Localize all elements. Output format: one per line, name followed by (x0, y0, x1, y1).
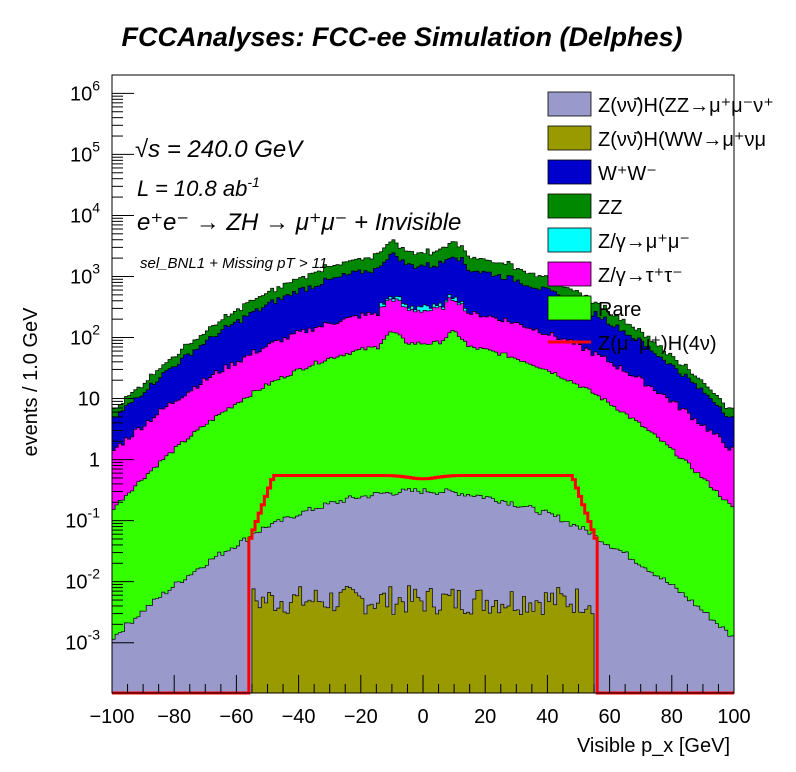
sqrt-symbol: √s = (135, 136, 188, 163)
legend-label: Z(μ⁻μ⁺)H(4ν) (598, 333, 717, 355)
legend-label: Z(νν̄)H(ZZ→μ⁺μ⁻ν⁺ (598, 95, 774, 117)
x-tick-label: 100 (717, 706, 750, 728)
chart-title: FCCAnalyses: FCC-ee Simulation (Delphes) (121, 22, 682, 52)
x-tick-label: 80 (661, 706, 683, 728)
legend-swatch (547, 193, 592, 219)
y-tick-label: 10 (78, 389, 100, 411)
selection-label: sel_BNL1 + Missing pT > 11 (140, 255, 327, 272)
legend-label: Z/γ→τ⁺τ⁻ (598, 265, 683, 287)
y-tick-base: 10 (70, 144, 92, 166)
y-tick-label: 106 (70, 77, 100, 105)
x-tick-label: 40 (536, 706, 558, 728)
sqrt-s-value: 240.0 GeV (187, 136, 305, 163)
luminosity-exponent: -1 (247, 174, 259, 190)
legend-swatch (547, 295, 592, 321)
y-tick-label: 10-3 (65, 627, 100, 655)
x-tick-label: −80 (157, 706, 191, 728)
x-axis-label: Visible p_x [GeV] (577, 735, 730, 757)
legend-swatch (547, 261, 592, 287)
legend-swatch (547, 159, 592, 185)
legend-label: W⁺W⁻ (598, 163, 657, 185)
luminosity-prefix: L = (137, 176, 174, 201)
y-tick-exponent: 3 (92, 260, 100, 276)
y-tick-base: 10 (65, 511, 87, 533)
legend-swatch (547, 91, 592, 117)
x-tick-label: 0 (417, 706, 428, 728)
histogram-stack (111, 239, 735, 694)
sqrt-s-label: √s = 240.0 GeV (135, 136, 304, 163)
y-tick-label: 102 (70, 322, 100, 350)
y-tick-base: 10 (65, 572, 87, 594)
legend-label: Rare (598, 299, 641, 321)
x-tick-label: 60 (598, 706, 620, 728)
x-tick-label: −100 (89, 706, 134, 728)
x-tick-label: −20 (344, 706, 378, 728)
y-tick-exponent: 5 (92, 138, 100, 154)
x-tick-label: −60 (219, 706, 253, 728)
x-tick-label: −40 (282, 706, 316, 728)
process-label: e⁺e⁻ → ZH → μ⁺μ⁻ + Invisible (137, 209, 461, 236)
y-axis-label: events / 1.0 GeV (20, 307, 42, 457)
y-tick-exponent: -1 (88, 505, 101, 521)
legend-label: Z(νν̄)H(WW→μ⁺νμ (598, 129, 766, 151)
legend-swatch (547, 227, 592, 253)
y-tick-exponent: 6 (92, 77, 100, 93)
y-tick-base: 10 (70, 266, 92, 288)
legend-label: Z/γ→μ⁺μ⁻ (598, 231, 690, 253)
luminosity-value: 10.8 ab (174, 176, 247, 201)
process-text: ZH → μ⁺μ⁻ + Invisible (225, 209, 461, 236)
y-tick-exponent: 4 (92, 199, 100, 215)
y-tick-exponent: -2 (88, 566, 101, 582)
y-tick-base: 10 (65, 633, 87, 655)
y-tick-label: 105 (70, 138, 100, 166)
legend-label: ZZ (598, 197, 622, 219)
axes: −100 −80 −60 −40 −20 0 20 40 60 80 10010-310-210-1… (65, 74, 751, 728)
annotation-block: √s = 240.0 GeV L = 10.8 ab-1 e⁺e⁻ → ZH →… (135, 136, 461, 272)
process-beam: e⁺e⁻ → (137, 209, 226, 236)
y-tick-base: 10 (70, 205, 92, 227)
legend-swatch (547, 125, 592, 151)
y-tick-base: 10 (70, 328, 92, 350)
x-tick-label: 20 (474, 706, 496, 728)
legend: Z(νν̄)H(ZZ→μ⁺μ⁻ν⁺ Z(νν̄)H(WW→μ⁺νμ W⁺W⁻ ZZ Z/… (547, 91, 774, 355)
y-tick-label: 103 (70, 260, 100, 288)
y-tick-exponent: 2 (92, 322, 100, 338)
y-tick-exponent: -3 (88, 627, 101, 643)
y-tick-base: 1 (89, 450, 100, 472)
y-tick-base: 10 (70, 83, 92, 105)
y-tick-label: 104 (70, 199, 100, 227)
y-tick-base: 10 (78, 389, 100, 411)
y-tick-label: 1 (89, 450, 100, 472)
y-tick-label: 10-1 (65, 505, 100, 533)
histogram-layer-z-h-ww- (112, 585, 734, 694)
y-tick-label: 10-2 (65, 566, 100, 594)
luminosity-label: L = 10.8 ab-1 (137, 174, 260, 201)
